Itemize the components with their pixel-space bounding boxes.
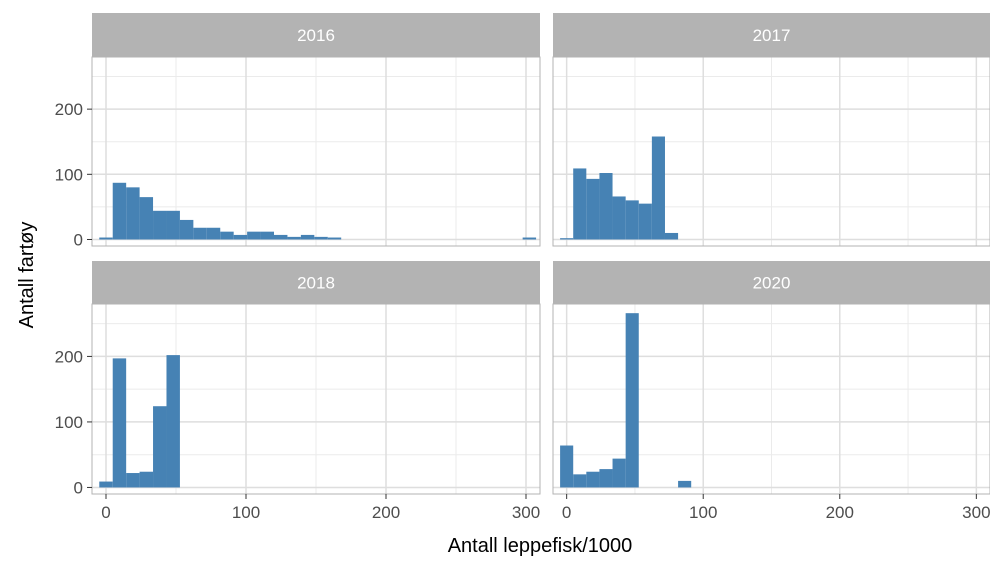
histogram-bar: [112, 358, 127, 488]
histogram-bar: [166, 355, 180, 488]
y-tick-label: 100: [55, 165, 83, 184]
histogram-bar: [247, 231, 261, 240]
histogram-bar: [153, 406, 167, 488]
histogram-bar: [586, 471, 600, 488]
histogram-bar: [560, 445, 574, 488]
facet-strip-label: 2016: [297, 26, 335, 45]
facet-strip-label: 2017: [753, 26, 791, 45]
histogram-bar: [573, 474, 587, 488]
histogram-bar: [287, 236, 301, 240]
histogram-bar: [664, 232, 679, 240]
facet-strip: [553, 261, 990, 304]
x-axis-title: Antall leppefisk/1000: [448, 535, 633, 557]
facet-panel-2018: 2018 0 100 200 0 100 200 300: [55, 261, 541, 522]
x-tick-label: 0: [562, 503, 571, 522]
histogram-bar: [274, 234, 288, 240]
y-tick-label: 200: [55, 100, 83, 119]
x-tick-label: 100: [689, 503, 717, 522]
facet-panel-2017: 2017: [552, 13, 990, 247]
histogram-bar: [678, 480, 692, 488]
y-tick-label: 0: [74, 478, 83, 497]
panel-border: [552, 303, 990, 495]
histogram-bar: [99, 237, 113, 240]
panel-border: [91, 303, 541, 495]
y-tick-label: 100: [55, 413, 83, 432]
histogram-bar: [233, 234, 248, 240]
histogram-bar: [260, 231, 274, 240]
histogram-bar: [179, 219, 194, 240]
histogram-bar: [139, 471, 154, 488]
histogram-bar: [220, 231, 234, 240]
histogram-bar: [153, 210, 167, 240]
histogram-bar: [612, 196, 626, 240]
histogram-bar: [599, 469, 613, 488]
histogram-bar: [638, 203, 652, 240]
histogram-bar: [112, 182, 127, 240]
y-axis-title: Antall fartøy: [16, 222, 38, 329]
histogram-bar: [126, 473, 140, 488]
facet-strip: [92, 13, 540, 57]
y-tick-label: 200: [55, 347, 83, 366]
histogram-bar: [586, 178, 600, 240]
y-tick-label: 0: [74, 230, 83, 249]
x-tick-label: 0: [101, 503, 110, 522]
x-tick-label: 300: [962, 503, 990, 522]
histogram-bar: [206, 227, 221, 240]
histogram-bar: [625, 200, 639, 240]
facet-panel-2020: 2020 0 100 200 300: [552, 261, 990, 522]
panel-border: [552, 56, 990, 247]
histogram-bar: [612, 458, 626, 488]
histogram-bar: [560, 238, 574, 240]
histogram-bar: [522, 237, 537, 240]
facet-panel-2016: 2016 0 100 200: [55, 13, 541, 249]
histogram-bar: [193, 227, 207, 240]
x-tick-label: 100: [232, 503, 260, 522]
panel-border: [91, 56, 541, 247]
x-tick-label: 200: [372, 503, 400, 522]
histogram-bar: [300, 234, 315, 240]
histogram-bar: [651, 136, 665, 240]
histogram-bar: [126, 187, 140, 240]
histogram-bar: [99, 481, 113, 488]
histogram-bar: [166, 210, 180, 240]
x-tick-label: 200: [826, 503, 854, 522]
histogram-bar: [573, 168, 587, 240]
x-tick-label: 300: [512, 503, 540, 522]
facet-strip-label: 2020: [753, 274, 791, 293]
histogram-bar: [139, 197, 154, 240]
histogram-bar: [625, 313, 639, 488]
facet-strip: [553, 13, 990, 57]
histogram-bar: [314, 236, 328, 240]
facet-strip: [92, 261, 540, 304]
histogram-bar: [327, 237, 342, 240]
facet-strip-label: 2018: [297, 274, 335, 293]
histogram-bar: [599, 173, 613, 240]
